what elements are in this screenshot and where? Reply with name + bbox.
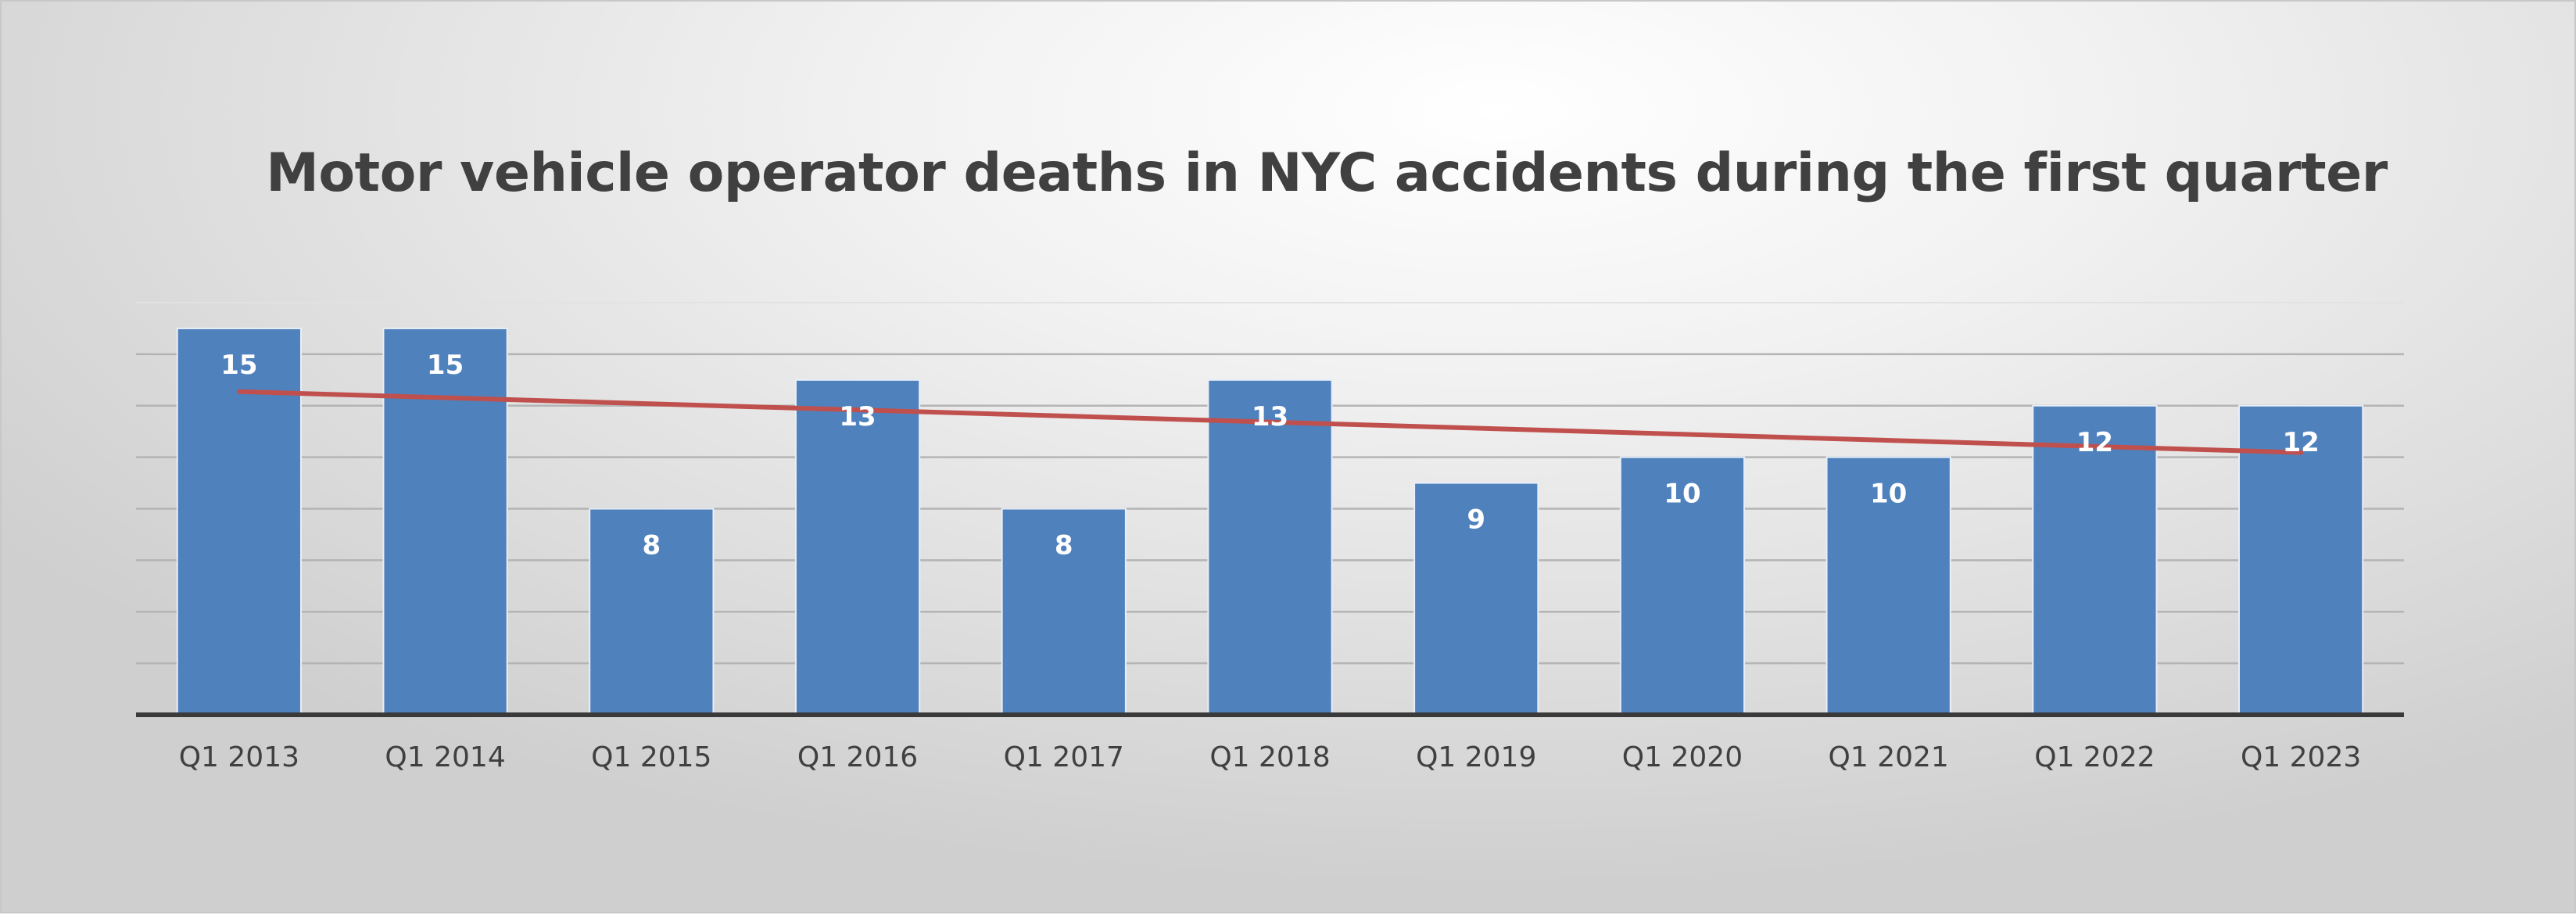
x-tick-label: Q1 2015 [591, 741, 711, 773]
bar [1619, 456, 1746, 716]
trendline-group [236, 389, 2304, 455]
bars [176, 327, 2364, 716]
data-label: 15 [427, 350, 464, 381]
data-label: 9 [1467, 504, 1485, 536]
x-tick-label: Q1 2013 [179, 741, 299, 773]
data-labels: 15 15 8 13 8 13 9 10 10 12 12 [220, 350, 2320, 562]
bar [382, 327, 508, 716]
x-tick-label: Q1 2023 [2241, 741, 2361, 773]
x-tick-label: Q1 2019 [1416, 741, 1536, 773]
bar [2032, 404, 2158, 716]
x-tick-label: Q1 2017 [1004, 741, 1124, 773]
bar [794, 379, 921, 716]
bar [1001, 508, 1127, 716]
bar [176, 327, 302, 716]
trendline [236, 389, 2304, 455]
data-label: 15 [220, 350, 257, 381]
x-tick-label: Q1 2016 [797, 741, 918, 773]
data-label: 10 [1664, 479, 1700, 510]
data-label: 10 [1870, 479, 1907, 510]
data-label: 12 [2282, 427, 2319, 458]
bar [589, 508, 715, 716]
bar [1207, 379, 1333, 716]
x-tick-label: Q1 2014 [385, 741, 505, 773]
data-label: 8 [1055, 530, 1073, 562]
bar [1825, 456, 1951, 716]
data-label: 13 [1252, 401, 1288, 432]
x-tick-label: Q1 2021 [1829, 741, 1949, 773]
data-label: 13 [839, 401, 876, 432]
data-label: 12 [2076, 427, 2113, 458]
x-tick-label: Q1 2022 [2034, 741, 2155, 773]
x-tick-label: Q1 2018 [1209, 741, 1330, 773]
bar [1413, 482, 1539, 716]
chart-title: Motor vehicle operator deaths in NYC acc… [266, 142, 2388, 204]
data-label: 8 [642, 530, 661, 562]
bar [2238, 404, 2364, 716]
x-axis-tick-labels: Q1 2013 Q1 2014 Q1 2015 Q1 2016 Q1 2017 Q1 20… [179, 741, 2362, 773]
x-tick-label: Q1 2020 [1622, 741, 1743, 773]
